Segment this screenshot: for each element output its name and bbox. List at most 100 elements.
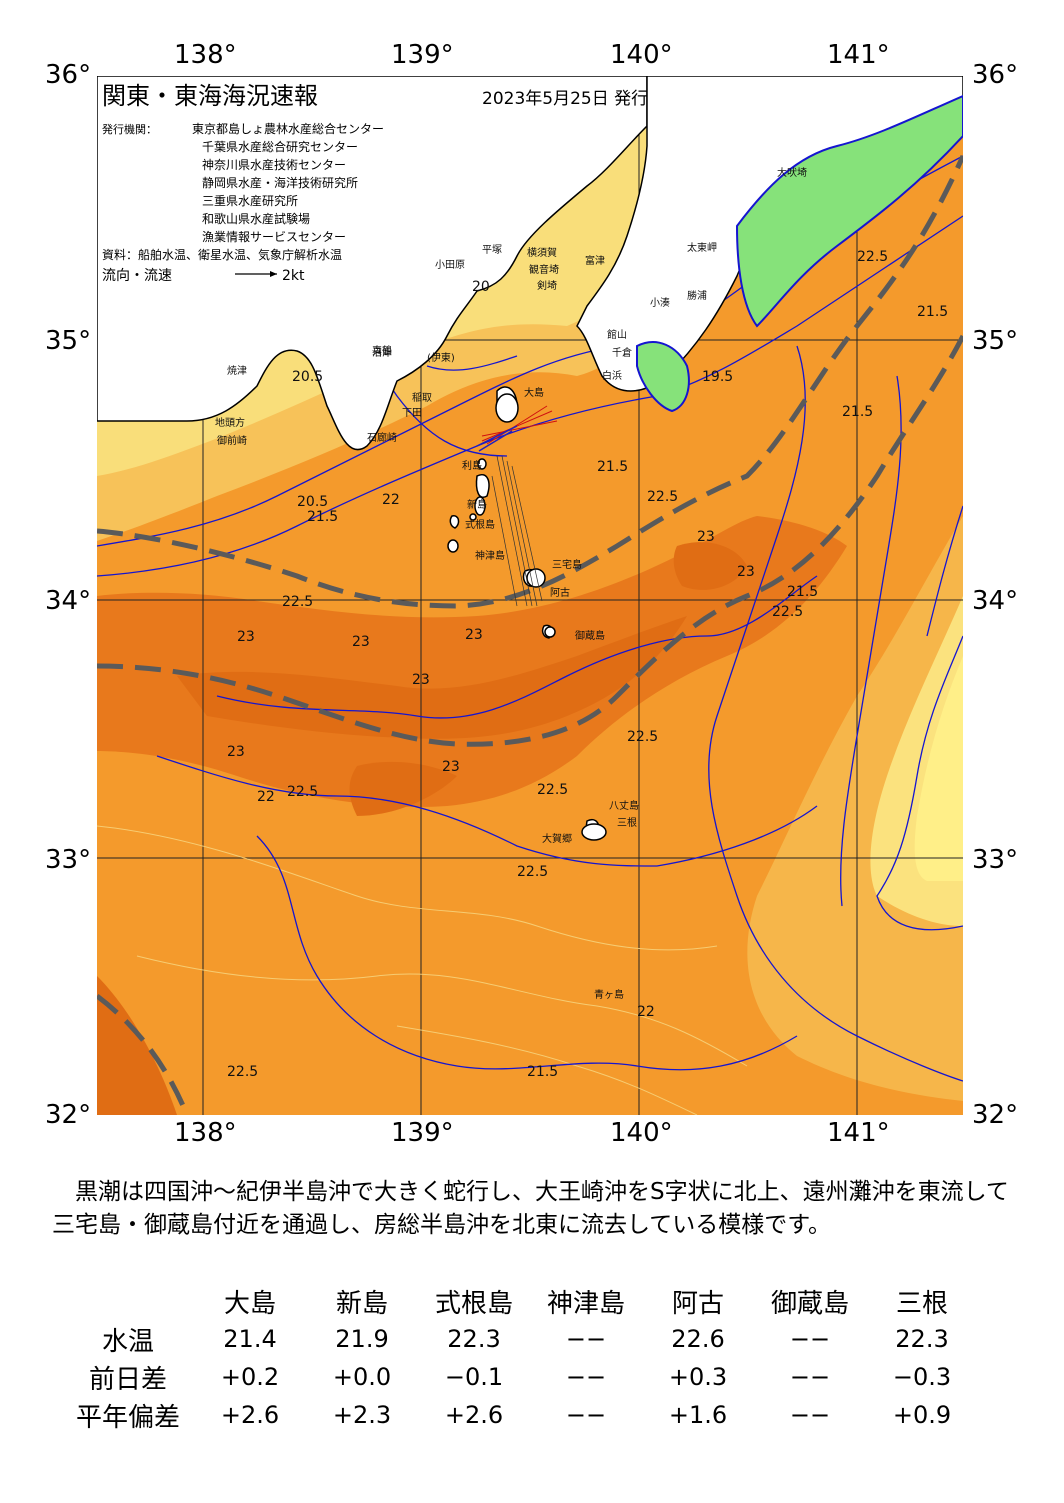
flow-legend-scale: 2kt (282, 268, 305, 284)
table-cell: +2.6 (220, 1401, 280, 1429)
station-header: 式根島 (434, 1288, 513, 1319)
lon-label-bottom-138: 138° (174, 1118, 237, 1148)
station-header: 神津島 (546, 1288, 625, 1319)
contour-label-23-e: 23 (227, 744, 245, 760)
contour-label-22: 22 (382, 492, 400, 508)
place-三宅島: 三宅島 (552, 558, 582, 571)
map-header: 関東・東海海況速報 2023年5月25日 発行 発行機関： 東京都島しょ農林水産… (102, 82, 648, 284)
table-cell: −− (789, 1325, 831, 1353)
sea-temperature-map: 20.5 20.5 21.5 22 22.5 23 23 23 23 23 23… (95, 75, 966, 1116)
place-太東岬: 太東岬 (687, 241, 717, 254)
station-header: 新島 (335, 1288, 388, 1319)
table-row: 前日差 +0.2 +0.0 −0.1 −− +0.3 −− −0.3 (62, 1358, 978, 1396)
mikurajima-warm (673, 542, 747, 590)
place-平塚: 平塚 (482, 244, 502, 256)
lon-label-bottom-140: 140° (610, 1118, 673, 1148)
place-沼津: 沼津 (372, 346, 392, 359)
contour-label-23-f: 23 (442, 759, 460, 775)
issue-date: 2023年5月25日 発行 (482, 89, 648, 109)
place-御蔵島: 御蔵島 (575, 629, 605, 642)
contour-label-20-5-b: 20.5 (297, 494, 328, 510)
place-観音埼: 観音埼 (529, 263, 559, 276)
issuer-label: 発行機関： (102, 122, 157, 136)
contour-label-23: 23 (237, 629, 255, 645)
table-cell: +1.6 (668, 1401, 728, 1429)
contour-label-20-5: 20.5 (292, 369, 323, 385)
kuroshio-axis (95, 154, 966, 1116)
contour-label-22-5-f: 22.5 (857, 249, 888, 265)
table-cell: 22.3 (447, 1325, 501, 1353)
light-isotherms (96, 825, 748, 1116)
table-cell: +0.3 (668, 1363, 728, 1391)
lon-label-top-138: 138° (174, 40, 237, 70)
flow-legend-arrowhead (270, 271, 277, 277)
place-大賀郷: 大賀郷 (542, 832, 572, 845)
contour-label-21-5: 21.5 (307, 509, 338, 525)
table-cell: 21.9 (335, 1325, 389, 1353)
station-header: 三根 (895, 1288, 948, 1319)
place-横須賀: 横須賀 (527, 246, 557, 259)
table-cell: +2.3 (332, 1401, 392, 1429)
place-大島: 大島 (524, 386, 544, 399)
lat-label-right-34: 34° (972, 586, 1019, 616)
place-三根: 三根 (617, 816, 637, 829)
place-阿古: 阿古 (550, 586, 570, 599)
place-石廊崎: 石廊崎 (367, 431, 397, 444)
contour-label-23-g: 23 (697, 529, 715, 545)
table-cell: 22.3 (895, 1325, 949, 1353)
issuer-2: 千葉県水産総合研究センター (202, 139, 358, 154)
place-新島: 新島 (467, 498, 487, 511)
place-伊東: (伊東) (427, 351, 455, 364)
contour-label-23-c: 23 (465, 627, 483, 643)
table-cell: −0.1 (444, 1363, 504, 1391)
data-sources: 資料：船舶水温、衛星水温、気象庁解析水温 (102, 247, 342, 262)
contour-label-22-5-c: 22.5 (627, 729, 658, 745)
table-cell: +0.0 (332, 1363, 392, 1391)
issuer-6: 和歌山県水産試験場 (202, 211, 310, 226)
tokyo-bay-mouth-water (636, 341, 690, 413)
boso-cold-water (735, 94, 964, 328)
lat-label-left-34: 34° (45, 586, 92, 616)
place-御前崎: 御前崎 (217, 434, 247, 447)
warm-eddy (349, 761, 457, 816)
station-temperature-table: 大島 新島 式根島 神津島 阿古 御蔵島 三根 水温 21.4 21.9 22.… (62, 1282, 978, 1434)
table-cell: −− (565, 1401, 607, 1429)
contour-label-22-5-h: 22.5 (227, 1064, 258, 1080)
lon-label-top-141: 141° (827, 40, 890, 70)
table-cell: −− (789, 1401, 831, 1429)
issuer-5: 三重県水産研究所 (202, 193, 298, 208)
lon-label-top-140: 140° (610, 40, 673, 70)
place-小田原: 小田原 (435, 259, 465, 271)
row-label: 水温 (101, 1326, 154, 1357)
table-cell: 22.6 (671, 1325, 725, 1353)
place-焼津: 焼津 (227, 365, 247, 377)
lat-label-right-32: 32° (972, 1100, 1019, 1130)
table-cell: +2.6 (444, 1401, 504, 1429)
lon-label-bottom-139: 139° (391, 1118, 454, 1148)
contour-label-22-b: 22 (257, 789, 275, 805)
lat-label-left-35: 35° (45, 326, 92, 356)
table-corner-cell (62, 1282, 194, 1320)
issuer-4: 静岡県水産・海洋技術研究所 (202, 175, 358, 190)
lat-label-left-33: 33° (45, 845, 92, 875)
flow-legend-label: 流向・流速 (102, 268, 172, 284)
place-下田: 下田 (402, 408, 422, 419)
contour-label-22-5-b: 22.5 (287, 784, 318, 800)
kuroshio-core (97, 516, 847, 807)
contour-label-23-d: 23 (412, 672, 430, 688)
lat-label-right-35: 35° (972, 326, 1019, 356)
table-cell: −− (789, 1363, 831, 1391)
contour-label-22-5-e: 22.5 (772, 604, 803, 620)
table-cell: +0.2 (220, 1363, 280, 1391)
place-神津島: 神津島 (475, 549, 505, 562)
flow-vectors-blue (476, 425, 518, 452)
issuer-7: 漁業情報サービスセンター (202, 230, 346, 244)
contour-label-22-5-g: 22.5 (517, 864, 548, 880)
contour-label-23-b: 23 (352, 634, 370, 650)
place-地頭方: 地頭方 (215, 416, 245, 429)
contour-label-22-5-d: 22.5 (647, 489, 678, 505)
station-header: 阿古 (671, 1288, 724, 1319)
table-row: 水温 21.4 21.9 22.3 −− 22.6 −− 22.3 (62, 1320, 978, 1358)
graticule (97, 76, 963, 1115)
place-大吠埼: 大吠埼 (777, 166, 807, 179)
